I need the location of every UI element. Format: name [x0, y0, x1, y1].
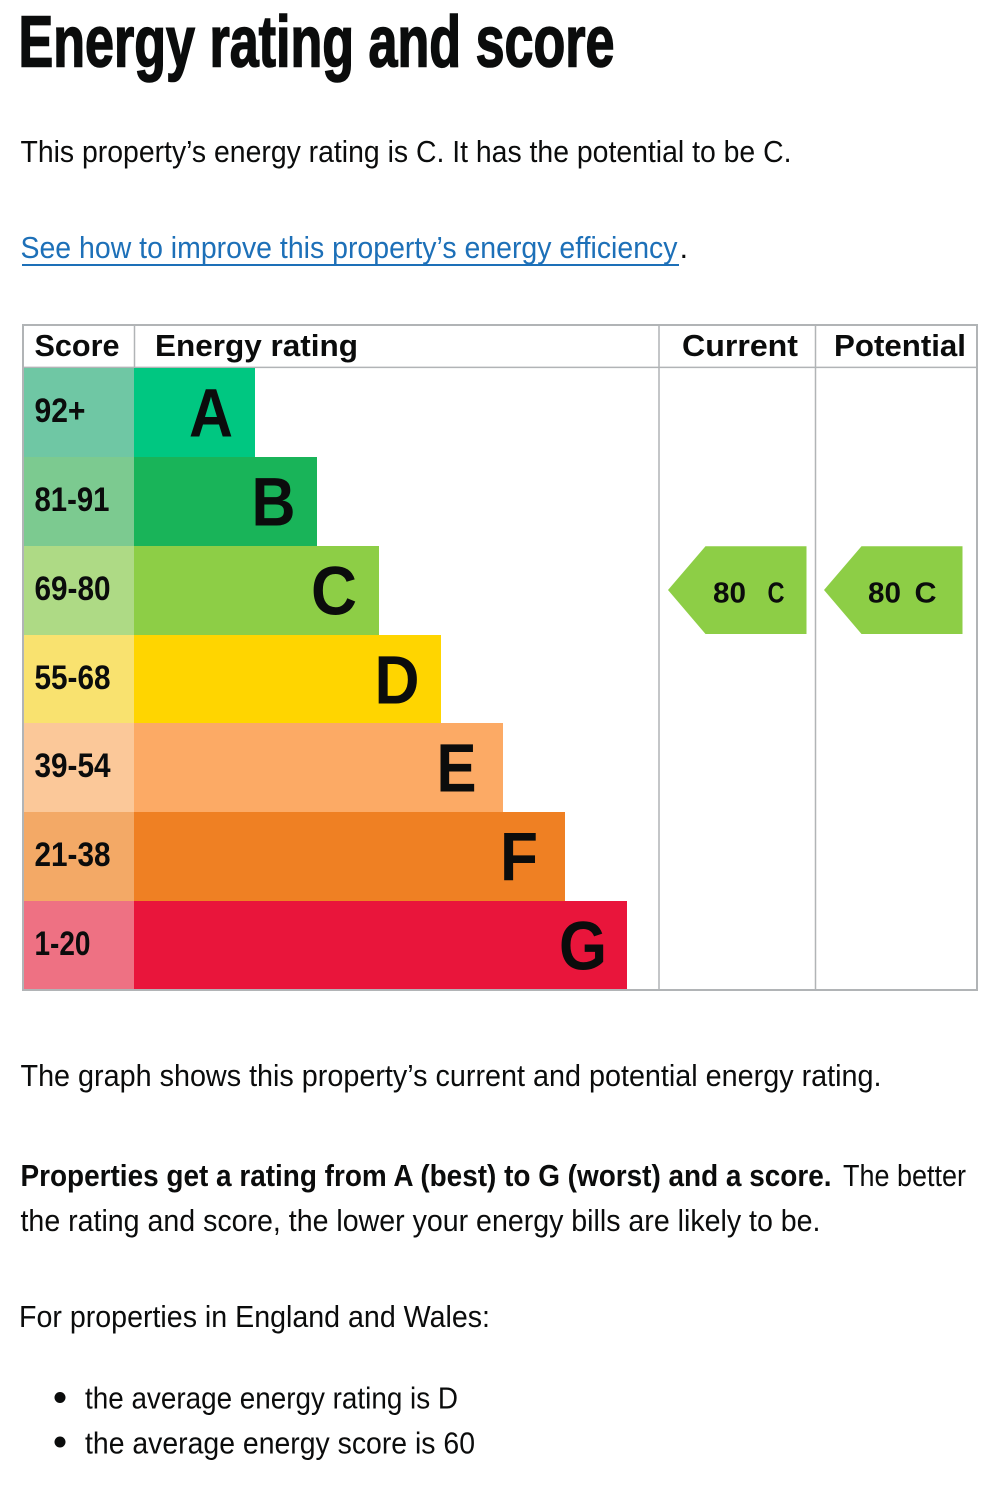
svg-text:D: D: [375, 642, 420, 719]
svg-text:C: C: [311, 553, 357, 630]
svg-text:39-54: 39-54: [35, 747, 111, 785]
svg-text:E: E: [437, 730, 477, 807]
svg-text:21-38: 21-38: [35, 836, 111, 874]
svg-text:G: G: [559, 908, 607, 985]
svg-text:80: 80: [868, 578, 901, 610]
svg-text:the average energy rating is D: the average energy rating is D: [85, 1381, 458, 1416]
svg-text:Score: Score: [35, 328, 120, 363]
svg-text:81-91: 81-91: [35, 481, 110, 519]
svg-text:69-80: 69-80: [35, 570, 111, 608]
svg-text:Energy rating and score: Energy rating and score: [19, 3, 615, 83]
svg-text:Properties get a rating from A: Properties get a rating from A (best) to…: [21, 1158, 832, 1193]
svg-text:B: B: [252, 464, 296, 541]
svg-text:1-20: 1-20: [35, 925, 91, 963]
svg-text:The graph shows this property’: The graph shows this property’s current …: [21, 1058, 882, 1093]
svg-text:Potential: Potential: [834, 328, 966, 363]
svg-text:the rating and score, the lowe: the rating and score, the lower your ene…: [21, 1203, 821, 1238]
svg-text:C: C: [768, 578, 785, 610]
svg-text:Energy rating: Energy rating: [155, 328, 358, 363]
svg-text:A: A: [189, 375, 233, 452]
svg-text:the average energy score is 60: the average energy score is 60: [85, 1426, 475, 1461]
svg-text:The better: The better: [843, 1158, 966, 1193]
svg-text:See how to improve this proper: See how to improve this property’s energ…: [21, 230, 678, 265]
svg-text:For properties in England and: For properties in England and Wales:: [19, 1299, 490, 1334]
svg-text:C: C: [915, 578, 937, 610]
svg-text:.: .: [680, 230, 689, 265]
svg-text:Current: Current: [682, 328, 798, 363]
svg-text:55-68: 55-68: [35, 659, 111, 697]
svg-text:This property’s energy rating: This property’s energy rating is C. It h…: [21, 134, 792, 169]
svg-text:80: 80: [713, 578, 746, 610]
svg-text:F: F: [500, 819, 538, 896]
svg-text:92+: 92+: [35, 392, 86, 430]
